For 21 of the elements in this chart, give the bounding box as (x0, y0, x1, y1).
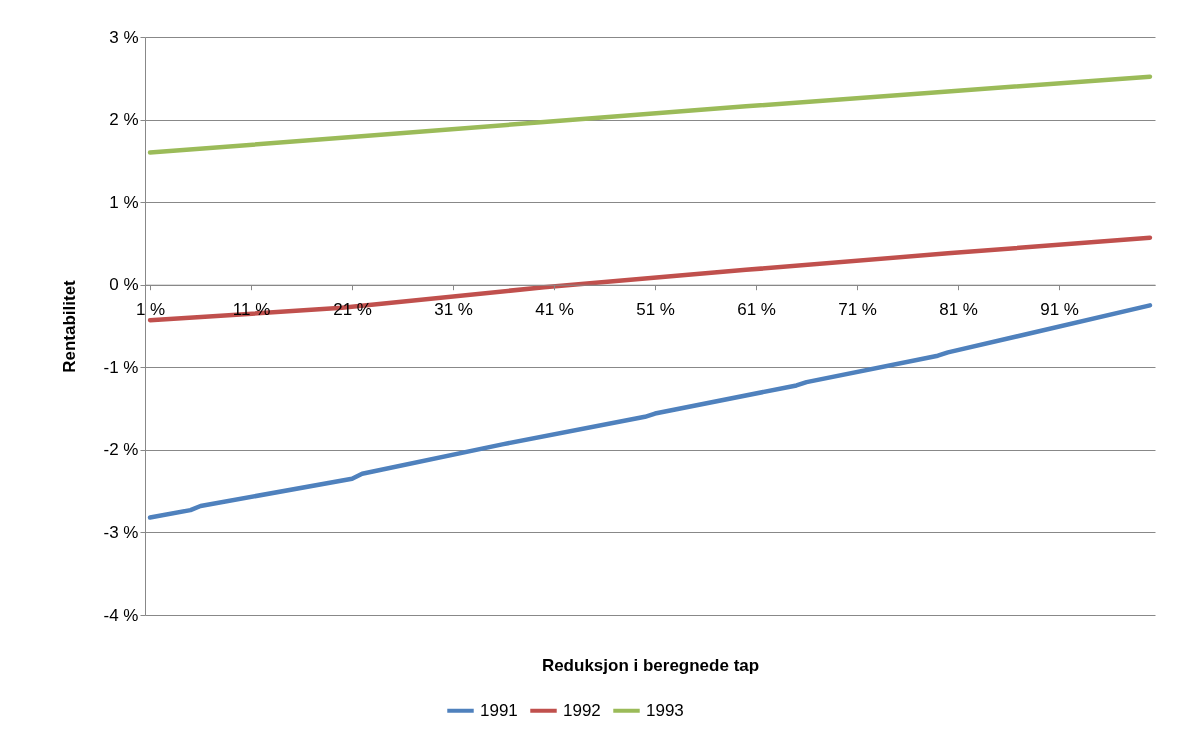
x-tick-label: 1 % (135, 300, 166, 320)
legend-label: 1991 (480, 700, 518, 720)
x-tick-label: 51 % (636, 300, 675, 320)
x-tick-label: 61 % (737, 300, 776, 320)
legend-label: 1992 (563, 700, 601, 720)
y-tick-label: 1 % (109, 192, 139, 212)
x-tick-label: 71 % (838, 300, 877, 320)
y-tick-label: -2 % (103, 440, 139, 460)
y-tick-label: -3 % (103, 522, 139, 542)
x-axis-title: Reduksjon i beregnede tap (541, 655, 760, 675)
y-axis-title: Rentabilitet (59, 279, 79, 373)
y-tick-label: 0 % (109, 275, 139, 295)
x-tick-label: 81 % (939, 300, 978, 320)
x-tick-label: 91 % (1040, 300, 1079, 320)
legend-label: 1993 (646, 700, 684, 720)
x-tick-label: 31 % (434, 300, 473, 320)
y-tick-label: 3 % (109, 27, 139, 47)
x-tick-label: 41 % (535, 300, 574, 320)
y-tick-label: -1 % (103, 357, 139, 377)
y-tick-label: -4 % (103, 605, 139, 625)
y-tick-label: 2 % (109, 110, 139, 130)
